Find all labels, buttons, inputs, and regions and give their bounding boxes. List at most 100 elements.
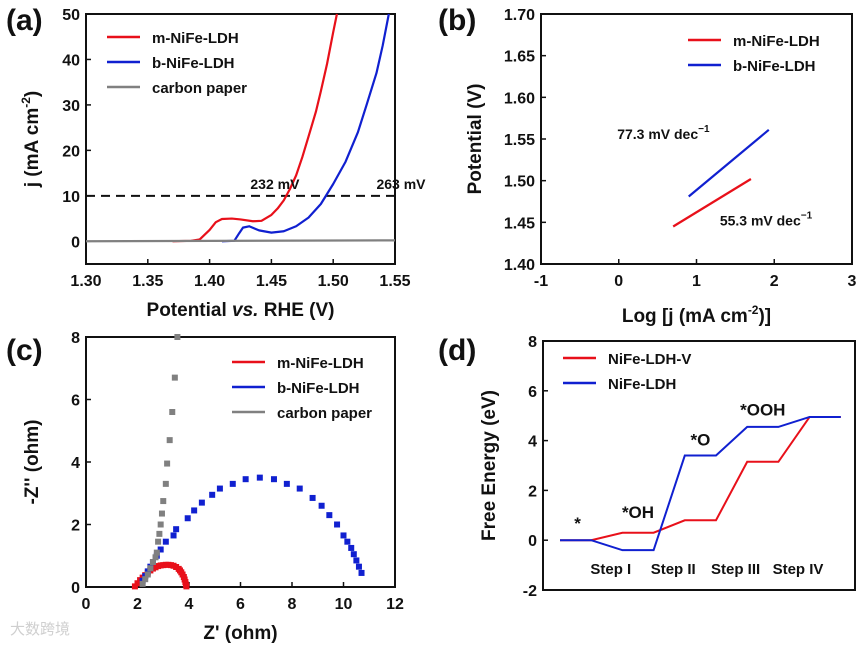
series-line-b-NiFe-LDH (221, 13, 390, 243)
x-tick-label: 1 (692, 273, 701, 290)
x-tick-label: 1.45 (256, 273, 287, 290)
legend-label: carbon paper (277, 405, 372, 422)
category-label: Step II (651, 561, 696, 578)
point-carbon-paper (139, 580, 146, 587)
x-tick-label: 1.35 (132, 273, 163, 290)
x-tick-label: 2 (770, 273, 779, 290)
panel-label: (d) (438, 334, 476, 367)
y-tick-label: 0 (71, 580, 80, 597)
point-b-NiFe-LDH (283, 480, 290, 487)
x-tick-label: -1 (534, 273, 548, 290)
point-b-NiFe-LDH (256, 474, 263, 481)
y-tick-label: 1.65 (504, 49, 535, 66)
annotation-text: *OH (622, 503, 654, 522)
x-tick-label: 8 (288, 596, 297, 613)
y-tick-label: 6 (71, 393, 80, 410)
point-b-NiFe-LDH (198, 499, 205, 506)
legend-label: m-NiFe-LDH (277, 355, 364, 372)
panel-a: (a) 0 10 20 30 40 50 1.30 1.35 1.40 1.45 1.50 1.55 j … (6, 4, 426, 321)
point-carbon-paper (152, 554, 159, 561)
point-carbon-paper (155, 538, 162, 545)
point-carbon-paper (169, 409, 176, 415)
legend-label: m-NiFe-LDH (733, 33, 820, 50)
series-line-NiFe-LDH (560, 415, 841, 552)
point-b-NiFe-LDH (270, 476, 277, 483)
point-carbon-paper (174, 334, 181, 340)
y-axis-label-end: ) (22, 91, 43, 97)
annotation: 55.3 mV dec−1 (720, 211, 813, 229)
point-b-NiFe-LDH (358, 569, 365, 576)
category-label: Step I (590, 561, 631, 578)
point-b-NiFe-LDH (173, 526, 180, 533)
annotation-text: 232 mV (250, 176, 300, 192)
x-tick-label: 12 (386, 596, 404, 613)
point-b-NiFe-LDH (216, 485, 223, 492)
point-carbon-paper (157, 521, 164, 528)
annotation: 232 mV (250, 176, 300, 192)
point-carbon-paper (156, 530, 163, 537)
plot-frame (542, 340, 856, 591)
point-carbon-paper (142, 576, 149, 583)
panel-label: (c) (6, 334, 43, 367)
x-axis-label-part: vs. (232, 300, 258, 321)
point-carbon-paper (160, 498, 167, 505)
y-tick-label: 4 (528, 434, 537, 451)
point-carbon-paper (164, 460, 171, 467)
x-axis-label-sup: -2 (748, 303, 759, 317)
point-b-NiFe-LDH (353, 557, 360, 564)
point-b-NiFe-LDH (242, 476, 249, 483)
annotation-text: *OOH (740, 401, 785, 420)
y-axis-label: j (mA cm-2) (19, 91, 43, 189)
y-tick-label: 1.40 (504, 257, 535, 274)
annotation-text: 77.3 mV dec (617, 126, 698, 142)
annotation: *OH (622, 503, 654, 522)
series-line-m-NiFe-LDH (172, 13, 338, 243)
y-tick-label: 8 (71, 330, 80, 347)
annotation-sup: −1 (801, 211, 813, 222)
y-tick-label: 10 (62, 189, 80, 206)
x-tick-label: 2 (133, 596, 142, 613)
y-tick-label: 30 (62, 98, 80, 115)
point-carbon-paper (171, 374, 178, 381)
panel-c: (c) 0 2 4 6 8 0 2 4 6 8 10 12 -Z'' (ohm) Z' (ohm) m-NiF… (6, 330, 404, 644)
y-axis-label-text: -Z'' (ohm) (22, 419, 43, 504)
y-tick-label: 1.45 (504, 215, 535, 232)
x-axis-label-end: )] (758, 306, 771, 327)
panel-label: (a) (6, 4, 43, 37)
point-b-NiFe-LDH (326, 512, 333, 519)
y-tick-label: 1.55 (504, 132, 535, 149)
point-carbon-paper (153, 549, 160, 556)
point-b-NiFe-LDH (355, 563, 362, 570)
x-tick-label: 6 (236, 596, 245, 613)
annotation-text: 263 mV (376, 176, 426, 192)
annotation: *OOH (740, 401, 785, 420)
y-tick-label: 1.50 (504, 174, 535, 191)
legend-label: NiFe-LDH (608, 376, 676, 393)
y-tick-label: 8 (528, 334, 537, 351)
point-b-NiFe-LDH (318, 502, 325, 509)
plot-frame (85, 13, 396, 265)
annotation-sup: −1 (698, 124, 710, 135)
x-axis-label: Z' (ohm) (203, 623, 277, 644)
point-b-NiFe-LDH (209, 491, 216, 498)
point-carbon-paper (144, 571, 151, 578)
y-tick-label: 1.70 (504, 7, 535, 24)
x-tick-label: 0 (82, 596, 91, 613)
y-axis-label: Potential (V) (465, 84, 486, 195)
y-tick-label: 50 (62, 7, 80, 24)
y-tick-label: 20 (62, 143, 80, 160)
x-tick-label: 1.30 (70, 273, 101, 290)
x-tick-label: 1.55 (379, 273, 410, 290)
point-carbon-paper (149, 559, 156, 565)
y-axis-label-text: j (mA cm (22, 108, 43, 189)
point-b-NiFe-LDH (157, 546, 164, 553)
point-b-NiFe-LDH (348, 544, 355, 551)
y-tick-label: 6 (528, 384, 537, 401)
legend-label: m-NiFe-LDH (152, 30, 239, 47)
point-b-NiFe-LDH (334, 521, 341, 528)
legend-label: b-NiFe-LDH (733, 58, 816, 75)
legend-label: b-NiFe-LDH (152, 55, 235, 72)
y-tick-label: -2 (523, 583, 537, 600)
y-axis-label: -Z'' (ohm) (22, 419, 43, 504)
x-axis-label-part: RHE (V) (258, 300, 334, 321)
